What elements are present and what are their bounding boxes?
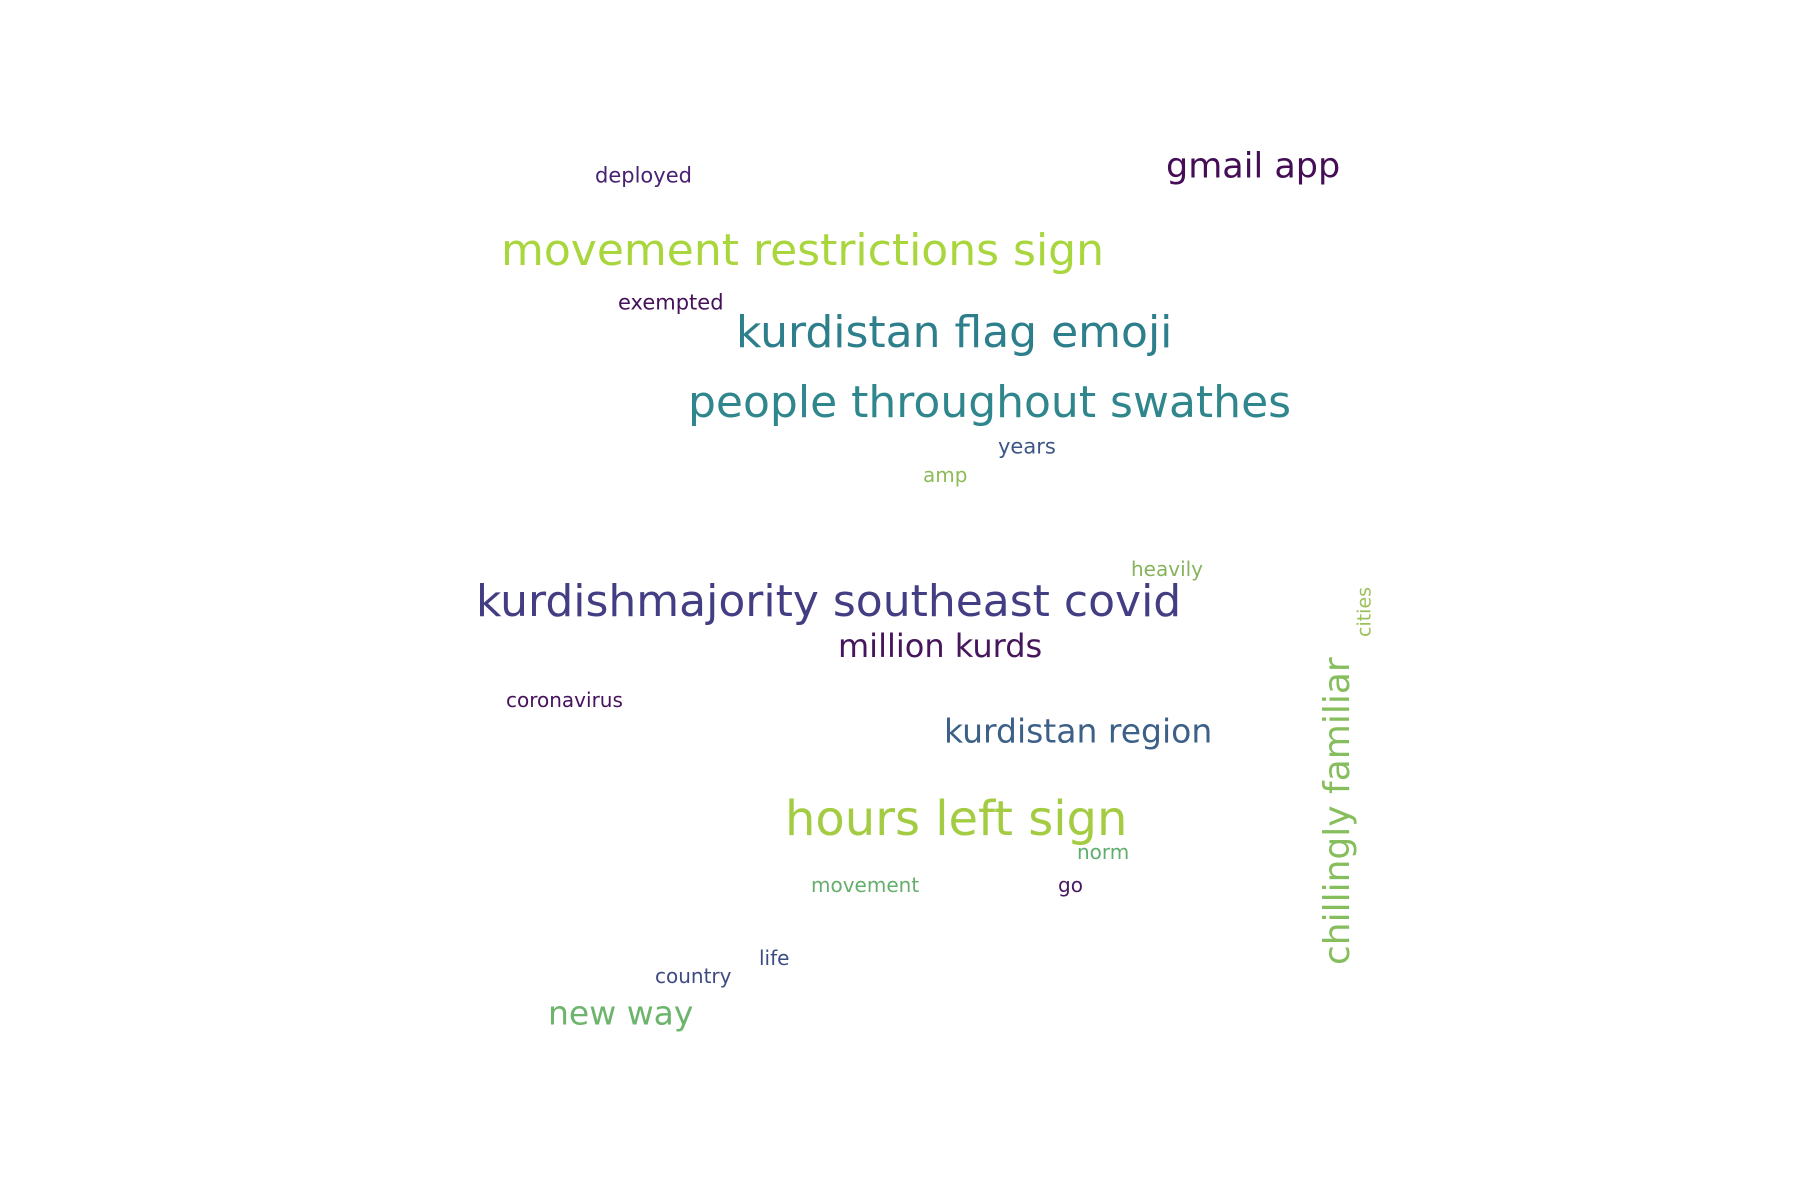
word-life: life [759,946,790,970]
word-norm: norm [1077,840,1130,864]
word-new-way: new way [548,993,694,1033]
word-years: years [998,434,1056,459]
word-movement: movement [811,873,920,897]
word-country: country [655,964,732,988]
word-heavily: heavily [1131,557,1204,581]
word-exempted: exempted [618,290,724,315]
word-cities: cities [1353,586,1376,637]
word-hours-left-sign: hours left sign [785,791,1128,847]
word-million-kurds: million kurds [838,627,1043,665]
word-kurdishmajority-southeast-covid: kurdishmajority southeast covid [476,576,1182,627]
word-movement-restrictions-sign: movement restrictions sign [501,225,1104,276]
word-people-throughout-swathes: people throughout swathes [688,377,1292,428]
word-amp: amp [923,463,968,487]
word-coronavirus: coronavirus [506,688,623,712]
word-chillingly-familiar: chillingly familiar [1317,657,1358,965]
word-kurdistan-region: kurdistan region [944,711,1213,751]
word-kurdistan-flag-emoji: kurdistan flag emoji [736,307,1173,358]
word-deployed: deployed [595,163,692,188]
word-go: go [1058,873,1083,897]
word-gmail-app: gmail app [1166,146,1341,187]
